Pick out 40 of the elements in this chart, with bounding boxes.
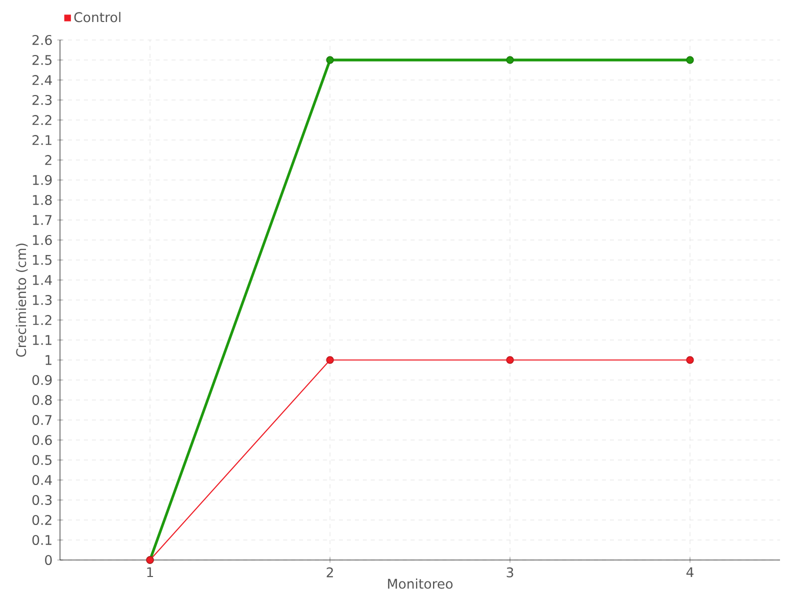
y-tick-label: 1.8	[32, 194, 52, 206]
point	[686, 356, 694, 364]
y-tick-label: 1.6	[32, 234, 52, 246]
x-axis-title: Monitoreo	[388, 578, 453, 589]
y-tick-label: 0.3	[32, 494, 52, 506]
y-tick-label: 2.1	[32, 135, 52, 145]
point	[506, 356, 514, 364]
y-tick-label: 1.7	[32, 215, 52, 225]
y-tick-label: 1.2	[32, 315, 52, 325]
y-tick-label: 1.3	[32, 294, 52, 306]
y-tick-label: 0.4	[32, 474, 52, 486]
point	[326, 356, 334, 364]
y-tick-label: 2.3	[32, 94, 52, 106]
y-tick-label: 1	[46, 355, 52, 365]
x-tick-label: 1	[147, 567, 154, 578]
point	[686, 56, 694, 64]
y-tick-label: 2.4	[32, 75, 52, 85]
x-tick-label: 3	[506, 567, 514, 578]
y-tick-label: 1.9	[32, 174, 52, 186]
y-tick-label: 0.2	[32, 514, 52, 526]
x-tick-label: 4	[686, 567, 694, 578]
y-tick-label: 0.7	[32, 414, 52, 426]
y-tick-label: 0.8	[32, 394, 52, 406]
legend-label: Control	[74, 12, 120, 22]
y-tick-label: 0.9	[32, 374, 52, 386]
y-tick-label: 2.5	[32, 54, 52, 66]
y-tick-label: 2.6	[32, 34, 52, 46]
y-tick-label: 0.1	[32, 534, 52, 546]
y-tick-label: 0.5	[32, 454, 52, 466]
y-tick-label: 1.1	[32, 335, 52, 345]
point	[326, 56, 334, 64]
y-tick-label: 1.5	[32, 255, 52, 265]
x-tick-label: 2	[326, 567, 333, 578]
point	[506, 56, 514, 64]
y-axis-title: Crecimiento (cm)	[16, 244, 28, 357]
y-tick-label: 2	[45, 155, 52, 165]
y-tick-label: 2.2	[32, 115, 52, 125]
y-tick-label: 1.4	[32, 275, 52, 285]
y-tick-label: 0.6	[32, 434, 52, 446]
y-tick-label: 0	[45, 554, 52, 566]
